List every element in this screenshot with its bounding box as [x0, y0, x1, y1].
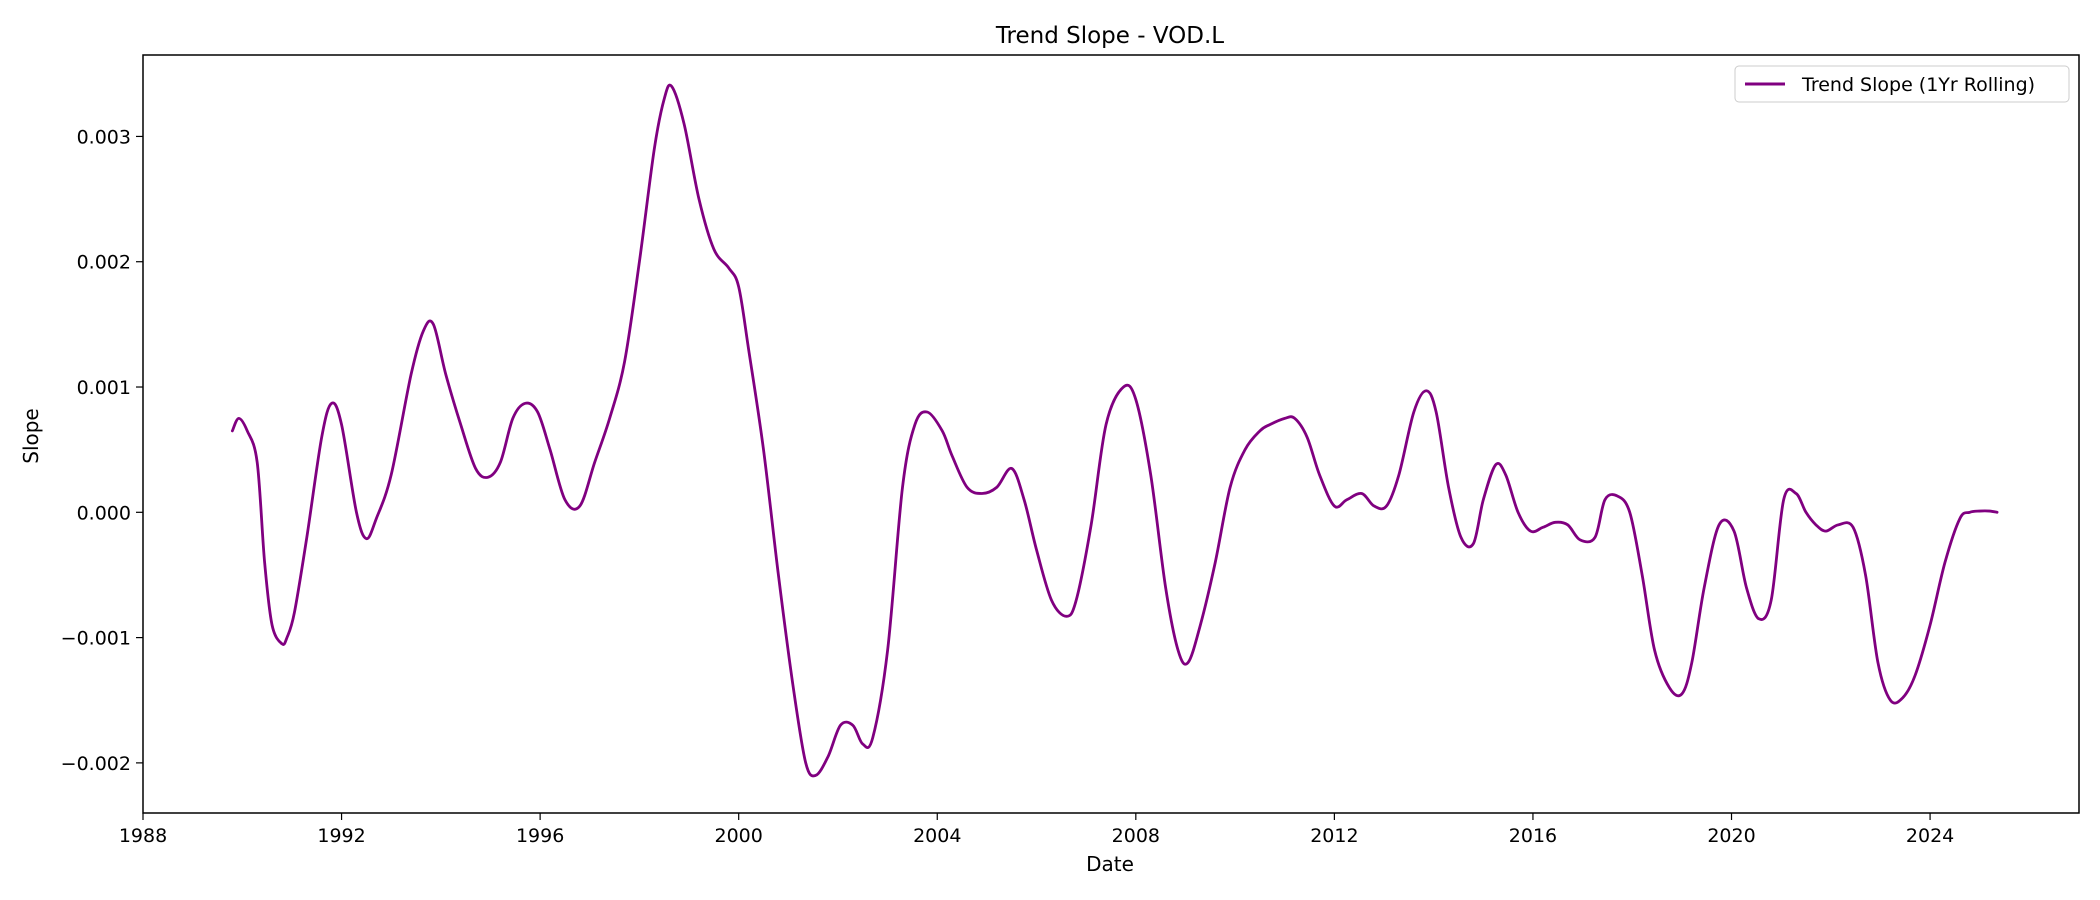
legend-box: [1734, 65, 2070, 103]
x-tick-label: 2024: [1906, 825, 1954, 847]
y-tick-label: 0.002: [77, 252, 131, 274]
x-tick-label: 1996: [516, 825, 564, 847]
x-axis-title: Date: [1086, 852, 1134, 876]
x-tick-label: 1988: [119, 825, 167, 847]
x-tick-label: 2020: [1707, 825, 1755, 847]
x-tick-label: 2016: [1509, 825, 1557, 847]
y-tick-label: 0.001: [77, 377, 131, 399]
y-axis-title: Slope: [19, 408, 43, 464]
chart-title: Trend Slope - VOD.L: [995, 23, 1224, 49]
legend-label: Trend Slope (1Yr Rolling): [1801, 74, 2035, 96]
series-line: [230, 83, 1999, 778]
y-tick-label: 0.003: [77, 126, 131, 148]
y-tick-label: 0.000: [77, 502, 131, 524]
x-tick-label: 2000: [715, 825, 763, 847]
legend: Trend Slope (1Yr Rolling): [1734, 65, 2070, 103]
y-tick-label: −0.002: [61, 753, 131, 775]
axis-ticks: 1988 1992 1996 2000 2004 2008 2012 2016 2020 2024…: [61, 126, 1955, 847]
x-tick-label: 2004: [913, 825, 961, 847]
plot-frame: [142, 54, 2080, 814]
x-tick-label: 2012: [1310, 825, 1358, 847]
x-tick-label: 1992: [317, 825, 365, 847]
x-tick-label: 2008: [1112, 825, 1160, 847]
plot-lines: [230, 83, 1999, 778]
y-tick-label: −0.001: [61, 628, 131, 650]
